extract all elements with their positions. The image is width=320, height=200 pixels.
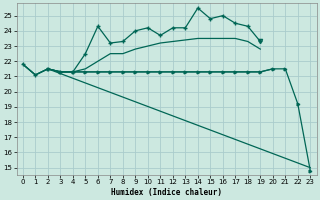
X-axis label: Humidex (Indice chaleur): Humidex (Indice chaleur) bbox=[111, 188, 222, 197]
